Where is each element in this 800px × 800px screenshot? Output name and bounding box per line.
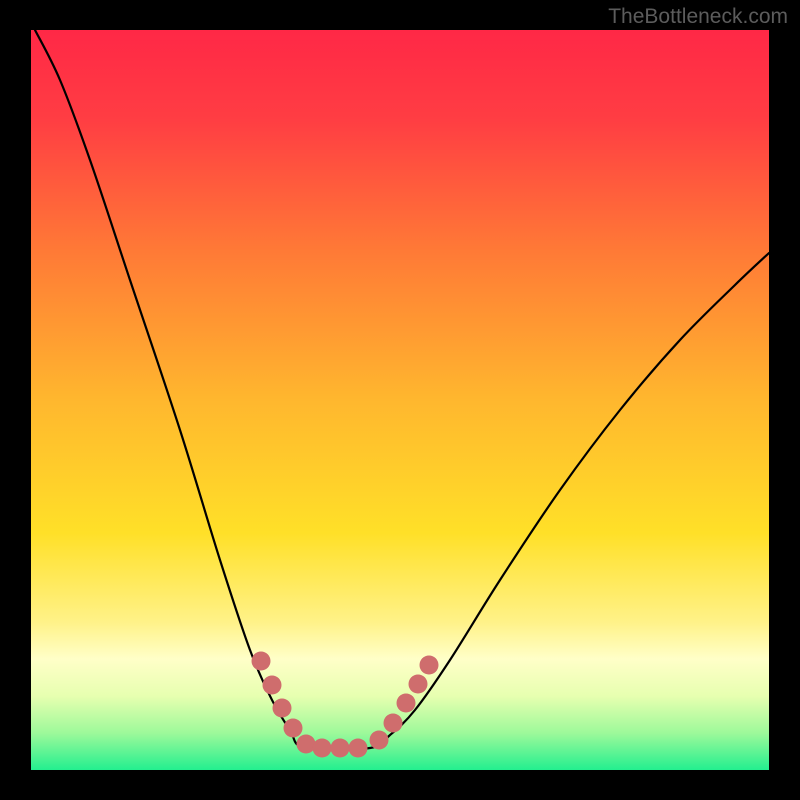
curve-marker	[384, 714, 403, 733]
curve-marker	[331, 739, 350, 758]
curve-marker	[284, 719, 303, 738]
curve-marker	[397, 694, 416, 713]
curve-marker	[313, 739, 332, 758]
curve-marker	[420, 656, 439, 675]
curve-marker	[297, 735, 316, 754]
curve-marker	[263, 676, 282, 695]
chart-svg	[0, 0, 800, 800]
curve-marker	[252, 652, 271, 671]
curve-marker	[409, 675, 428, 694]
curve-marker	[349, 739, 368, 758]
watermark-text: TheBottleneck.com	[608, 5, 788, 29]
chart-container: { "watermark_text": "TheBottleneck.com",…	[0, 0, 800, 800]
curve-marker	[273, 699, 292, 718]
curve-marker	[370, 731, 389, 750]
